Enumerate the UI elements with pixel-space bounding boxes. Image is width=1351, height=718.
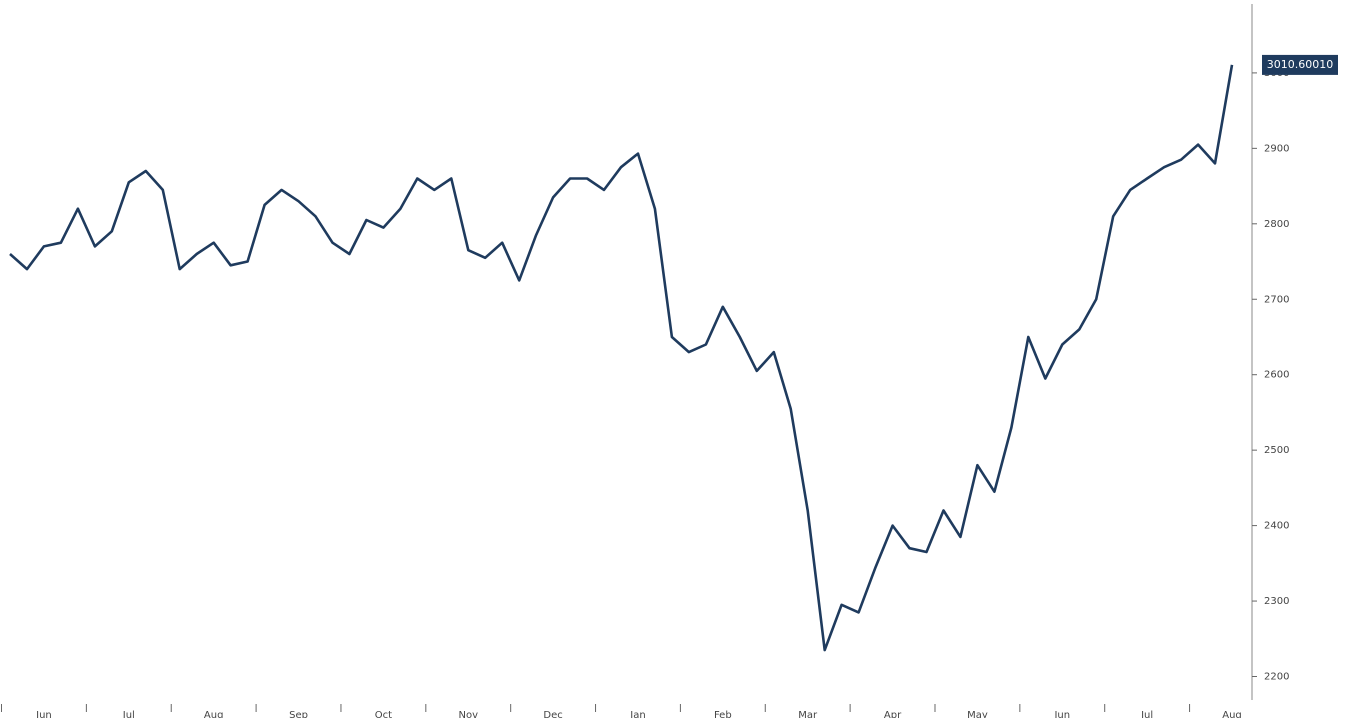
x-tick-label: May: [967, 710, 988, 718]
y-tick-label: 2600: [1264, 370, 1289, 381]
x-tick-label: Sep: [289, 710, 308, 718]
x-tick-label: Feb: [714, 710, 732, 718]
last-value-box: [1262, 54, 1338, 75]
y-tick-label: 2900: [1264, 143, 1289, 154]
last-value-label: 3010.60010: [1267, 58, 1333, 71]
y-tick-label: 2700: [1264, 294, 1289, 305]
x-tick-label: Oct: [375, 710, 392, 718]
x-tick-label: Jan: [629, 710, 645, 718]
x-tick-label: Jun: [35, 710, 52, 718]
x-tick-label: Jul: [1140, 710, 1153, 718]
x-tick-label: Jul: [122, 710, 135, 718]
y-tick-label: 2500: [1264, 445, 1289, 456]
x-tick-label: Mar: [798, 710, 818, 718]
y-tick-label: 2300: [1264, 596, 1289, 607]
x-tick-label: Aug: [204, 710, 224, 718]
y-tick-label: 2800: [1264, 219, 1289, 230]
x-tick-label: Apr: [884, 710, 902, 718]
y-tick-label: 2400: [1264, 521, 1289, 532]
x-tick-label: Dec: [543, 710, 562, 718]
x-tick-label: Aug: [1222, 710, 1242, 718]
price-line: [9, 64, 1234, 652]
x-tick-label: Jun: [1053, 710, 1070, 718]
y-tick-label: 2200: [1264, 672, 1289, 683]
x-tick-label: Nov: [458, 710, 478, 718]
